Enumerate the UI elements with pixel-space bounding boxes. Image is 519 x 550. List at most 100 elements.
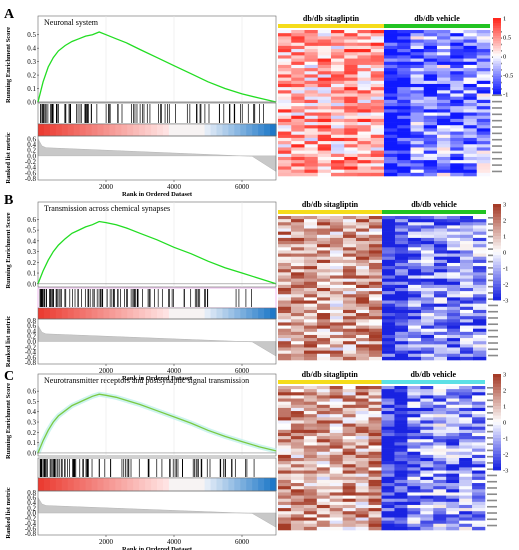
heatmap-cell [423,55,438,59]
rank-bar-segment [240,478,247,491]
heatmap-cell [460,325,474,329]
scale-label: 2 [503,388,506,395]
heatmap-cell [447,241,461,245]
heatmap-cell [407,386,421,390]
heatmap-cell [316,429,331,434]
heatmap-cell [357,103,372,107]
heatmap-cell [291,93,305,97]
heatmap-cell [344,90,358,94]
heatmap-cell [355,495,369,499]
heatmap-cell [370,137,385,142]
heatmap-cell [368,470,382,474]
heatmap-cell [317,156,332,161]
heatmap-cell [433,395,447,399]
heatmap-cell [472,498,486,503]
scale-segment [493,81,501,85]
heatmap-cell [357,150,372,155]
heatmap-cell [343,275,357,279]
heatmap-cell [317,347,331,351]
gene-label-mark [487,505,497,508]
heatmap-cell [395,344,409,348]
es-line [37,31,277,103]
heatmap-cell [278,253,292,257]
y-tick-label: 0.5 [27,398,36,406]
heatmap-cell [316,401,331,406]
gene-label-mark [487,474,497,477]
heatmap-cell [420,454,434,459]
heatmap-cell [473,294,487,298]
heatmap-cell [459,523,473,528]
heatmap-cell [423,134,438,139]
heatmap-cell [290,470,305,474]
heatmap-cell [291,278,305,283]
heatmap-cell [370,45,385,50]
heatmap-cell [368,461,382,465]
heatmap-cell [278,30,292,34]
x-tick-label: 6000 [235,538,250,546]
heatmap-cell [357,99,372,104]
heatmap-cell [463,36,478,40]
heatmap-cell [290,489,305,493]
heatmap-cell [343,219,357,223]
heatmap-cell [446,508,460,512]
heatmap-cell [476,39,491,43]
heatmap-cell [381,486,395,490]
heatmap-cell [357,131,372,136]
heatmap-cell [370,68,385,72]
heatmap-cell [459,508,473,512]
y-tick-label: 0.8 [27,489,36,497]
rank-bar-segment [168,478,176,491]
heatmap-cell [450,153,464,158]
heatmap-cell [304,42,319,47]
heatmap-cell [278,49,292,53]
heatmap-cell [356,222,370,226]
heatmap-cell [317,278,331,283]
gene-label-mark [487,468,497,470]
heatmap-cell [330,228,344,232]
heatmap-cell [344,49,358,53]
heatmap-cell [317,163,332,167]
heatmap-cell [291,169,305,174]
heatmap-cell [450,74,464,78]
heatmap-cell [437,39,451,43]
heatmap-cell [316,386,331,390]
rank-bar-segment [67,478,75,491]
heatmap-cell [434,303,448,308]
heatmap-cell [291,106,305,110]
heatmap-cell [459,467,473,471]
heatmap-cell [342,407,356,412]
heatmap-cell [369,237,383,242]
heatmap-cell [330,225,344,229]
heatmap-cell [368,501,382,506]
heatmap-cell [410,33,425,37]
heatmap-cell [423,58,438,63]
heatmap-cell [278,61,292,66]
scale-segment [493,271,501,275]
heatmap-cell [304,166,319,170]
heatmap-cell [317,39,332,43]
heatmap-cell [421,344,435,348]
heatmap-cell [342,454,356,459]
heatmap-cell [472,404,486,409]
heatmap-cell [330,322,344,326]
heatmap-cell [357,45,372,50]
gene-label-mark [487,430,497,433]
heatmap-cell [472,454,486,459]
heatmap-cell [316,445,331,449]
heatmap-cell [342,395,356,399]
gene-label-mark [488,310,498,313]
gene-label-mark [492,107,502,109]
heatmap-cell [423,160,438,164]
heatmap-cell [459,479,473,484]
heatmap-cell [434,334,448,339]
heatmap-cell [473,291,487,295]
heatmap-cell [357,134,372,139]
heatmap-cell [344,134,358,139]
heatmap-cell [476,80,491,85]
heatmap-cell [395,288,409,292]
heatmap-cell [369,353,383,358]
heatmap-cell [394,448,408,453]
heatmap-cell [447,306,461,311]
heatmap-cell [357,90,372,94]
y-tick-label: 0.6 [27,135,36,143]
